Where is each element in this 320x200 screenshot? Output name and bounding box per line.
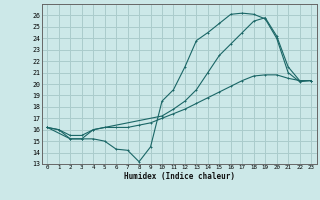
X-axis label: Humidex (Indice chaleur): Humidex (Indice chaleur) [124,172,235,181]
